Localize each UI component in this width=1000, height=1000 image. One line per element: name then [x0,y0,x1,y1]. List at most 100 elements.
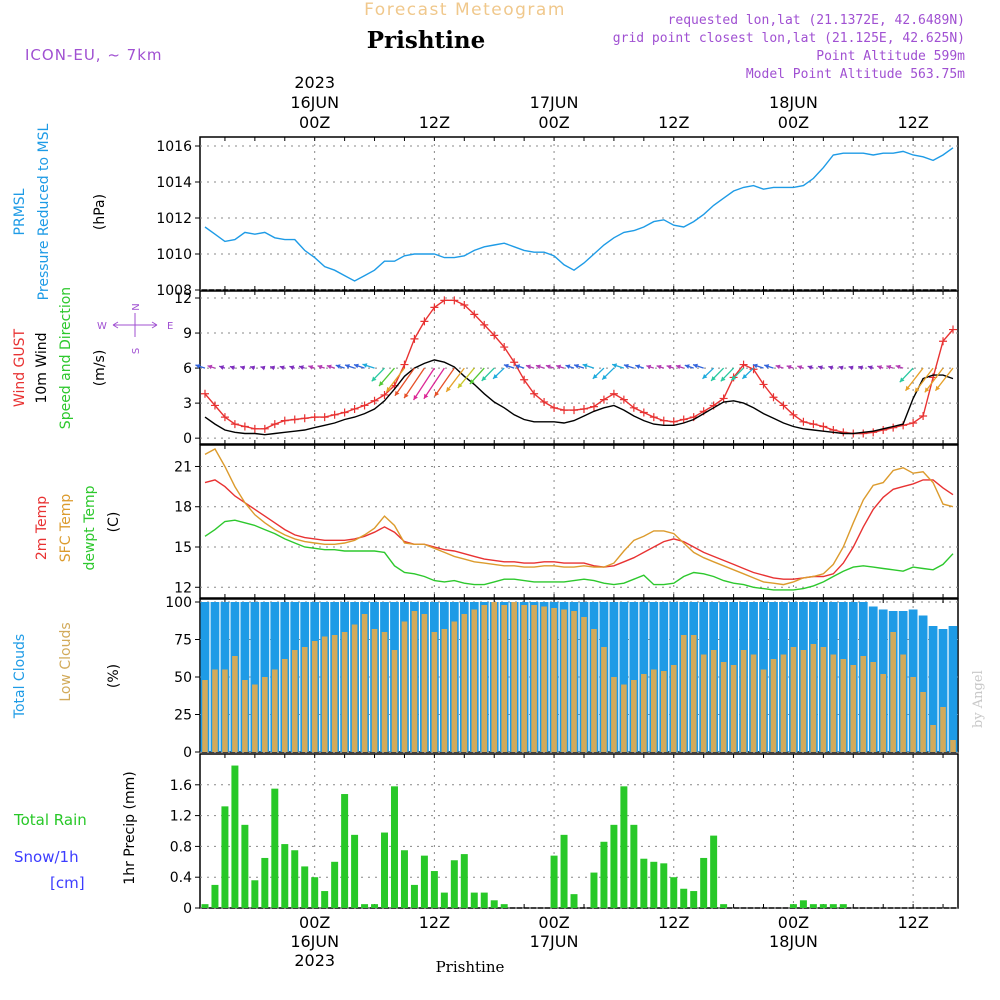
low-cloud-bar [281,659,288,752]
total-cloud-bar [629,602,639,752]
series-dewpt-temp [204,519,954,591]
wind-arrowhead [877,365,883,370]
rain-bar [281,844,289,908]
label-total-rain: Total Rain [13,811,87,829]
y-tick-label: 0 [183,745,192,761]
wind-arrowhead [515,364,521,369]
rain-bar [381,832,389,908]
y-tick-label: 9 [183,326,192,342]
point-altitude: Point Altitude 599m [816,49,965,64]
y-tick-label: 15 [174,540,192,556]
wind-arrowhead [656,364,662,370]
rain-bar [311,877,319,908]
wind-arrowhead [535,364,541,370]
wind-arrowhead [335,364,341,369]
wind-arrowhead [446,386,451,392]
rain-bar [410,884,418,908]
low-cloud-bar [531,605,537,752]
low-cloud-bar [820,647,827,752]
rain-bar [839,904,847,908]
y-tick-label: 1.2 [170,809,192,825]
wind-arrowhead [556,364,562,370]
gust-marker [340,408,349,417]
gust-marker [320,413,329,422]
gust-marker [839,428,848,437]
label-dewpt-temp: dewpt Temp [82,485,98,570]
low-cloud-bar [262,677,268,752]
gust-marker [330,410,339,419]
low-cloud-bar [621,684,627,752]
low-cloud-bar [301,647,308,752]
low-cloud-bar [670,665,677,752]
wind-arrowhead [807,365,813,370]
wind-arrowhead [457,383,463,389]
unit-precip: 1hr Precip (mm) [122,771,138,884]
label-sfc-temp: SFC Temp [58,494,74,563]
rain-bar [570,894,578,908]
rain-bar [211,884,219,908]
gust-marker [310,413,319,422]
gust-marker [799,417,808,426]
wind-arrowhead [525,364,531,370]
rain-bar [221,806,229,908]
low-cloud-bar [690,635,697,752]
low-cloud-bar [361,614,368,752]
wind-arrowhead [602,374,608,380]
low-cloud-bar [770,659,777,752]
compass-east: E [167,321,173,332]
gust-marker [530,389,539,398]
low-cloud-bar [471,609,478,752]
gust-marker [639,408,648,417]
low-cloud-bar [680,635,687,752]
rain-bar [789,904,797,908]
y-tick-label: 0.4 [170,870,192,886]
rain-bar [490,900,498,908]
rain-bar [660,863,668,908]
rain-bar [550,855,558,908]
wind-arrowhead [764,364,770,369]
wind-arrowhead [481,376,487,381]
gust-marker [440,296,449,305]
wind-arrowhead [828,365,834,371]
gust-marker [669,417,678,426]
wind-arrow [412,367,435,401]
wind-arrowhead [394,390,400,396]
low-cloud-bar [850,665,857,752]
gust-marker [470,310,479,319]
unit-pressure: (hPa) [92,194,108,230]
low-cloud-bar [401,621,408,752]
gust-marker [779,401,788,410]
wind-arrowhead [386,386,392,392]
low-cloud-bar [910,677,916,752]
low-cloud-bar [351,624,358,752]
low-cloud-bar [461,614,468,752]
footer-place: Prishtine [436,958,505,976]
y-tick-label: 100 [165,595,192,611]
low-cloud-bar [860,656,867,752]
bottom-time-label: 12Z [897,913,928,932]
unit-wind: (m/s) [92,350,108,387]
low-cloud-bar [890,632,896,752]
low-cloud-bar [521,605,527,752]
bottom-time-label: 18JUN [769,932,818,951]
gust-marker [400,360,409,369]
wind-arrowhead [693,363,698,369]
low-cloud-bar [880,674,886,752]
low-cloud-bar [800,650,807,752]
gust-marker [350,404,359,413]
gust-marker [609,389,618,398]
rain-bar [420,855,428,908]
gust-marker [819,422,828,431]
low-cloud-bar [431,632,438,752]
wind-arrowhead [675,364,681,370]
low-cloud-bar [571,611,577,752]
wind-arrowhead [545,364,551,370]
wind-arrowhead [702,373,708,379]
wind-arrowhead [326,364,332,370]
low-cloud-bar [830,654,837,752]
gust-marker [520,375,529,384]
requested-coords: requested lon,lat (21.1372E, 42.6489N) [668,13,965,28]
wind-arrowhead [867,365,873,370]
rain-bar [470,892,478,908]
wind-arrowhead [817,365,823,370]
